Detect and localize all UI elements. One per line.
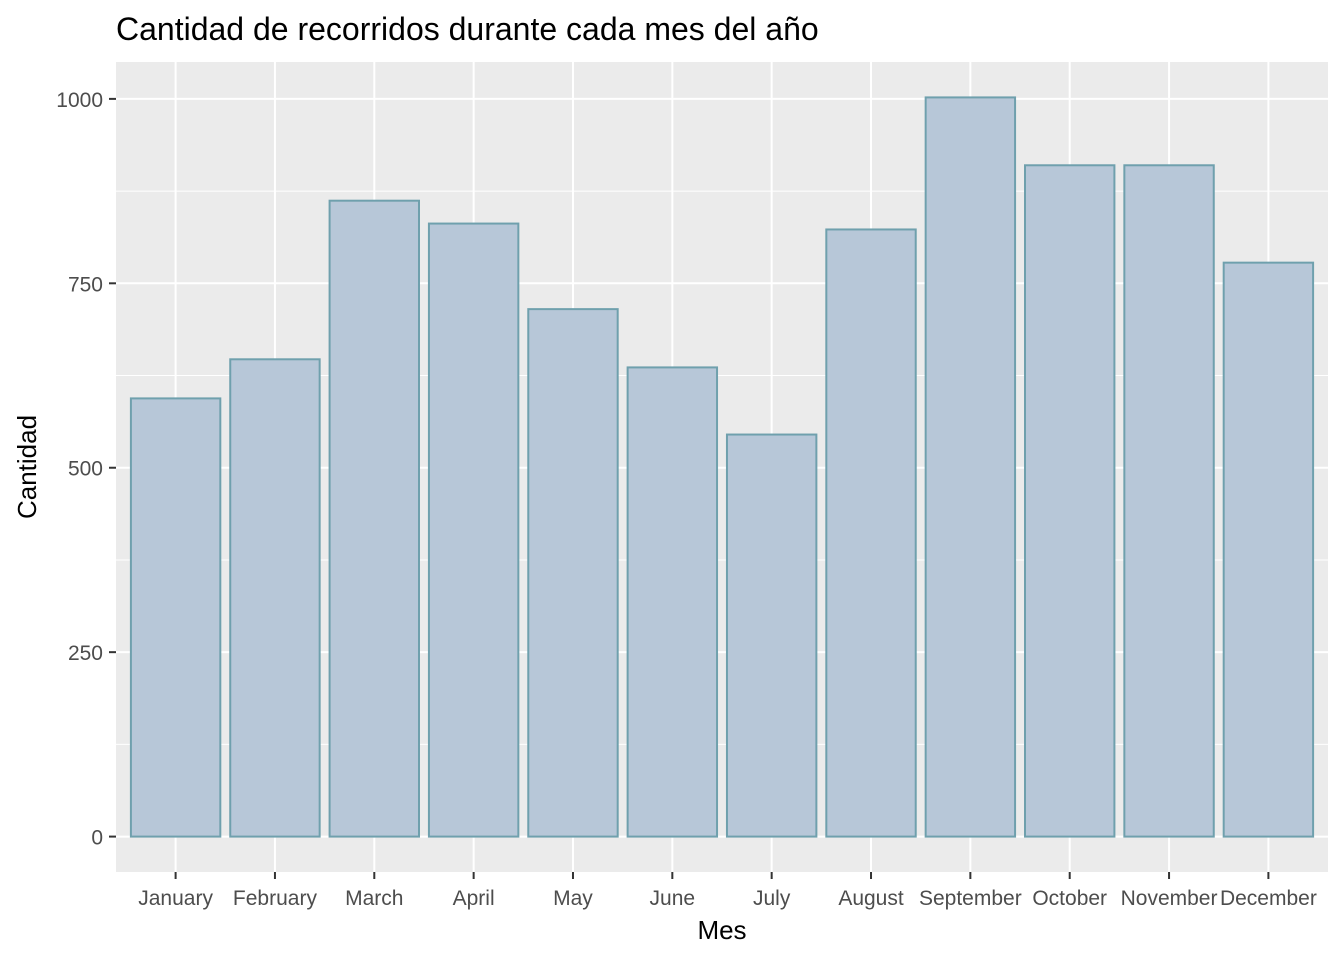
bar-may xyxy=(527,308,619,838)
x-tick-label: December xyxy=(1220,887,1317,910)
bar-march xyxy=(328,199,420,838)
y-tick-label: 250 xyxy=(68,642,103,665)
bar-july xyxy=(725,433,818,838)
bar-december xyxy=(1222,261,1315,838)
x-axis-title: Mes xyxy=(697,915,746,945)
bar-february xyxy=(229,358,321,838)
x-axis: January February March April May June July Augu… xyxy=(138,872,1317,910)
y-tick-label: 750 xyxy=(68,273,103,296)
y-tick-label: 1000 xyxy=(56,89,103,112)
bar-august xyxy=(825,228,917,838)
y-axis: 0 250 500 750 1000 xyxy=(56,89,116,850)
bar-september xyxy=(924,96,1017,838)
x-tick-label: August xyxy=(838,887,904,910)
y-tick-label: 0 xyxy=(91,827,103,850)
x-tick-label: January xyxy=(138,887,213,910)
x-tick-label: February xyxy=(233,887,318,910)
x-tick-label: November xyxy=(1121,887,1218,910)
bars xyxy=(129,96,1315,838)
bar-january xyxy=(129,397,222,838)
bar-june xyxy=(626,366,719,838)
x-tick-label: September xyxy=(919,887,1022,910)
bar-november xyxy=(1123,164,1215,838)
y-tick-label: 500 xyxy=(68,458,103,481)
x-tick-label: March xyxy=(345,887,403,910)
bar-october xyxy=(1024,164,1116,838)
y-axis-title: Cantidad xyxy=(12,415,42,519)
x-tick-label: May xyxy=(553,887,593,910)
x-tick-label: April xyxy=(453,887,495,910)
chart-title: Cantidad de recorridos durante cada mes … xyxy=(116,11,819,47)
x-tick-label: October xyxy=(1032,887,1107,910)
x-tick-label: June xyxy=(650,887,696,910)
x-tick-label: July xyxy=(753,887,791,910)
bar-april xyxy=(427,222,520,838)
